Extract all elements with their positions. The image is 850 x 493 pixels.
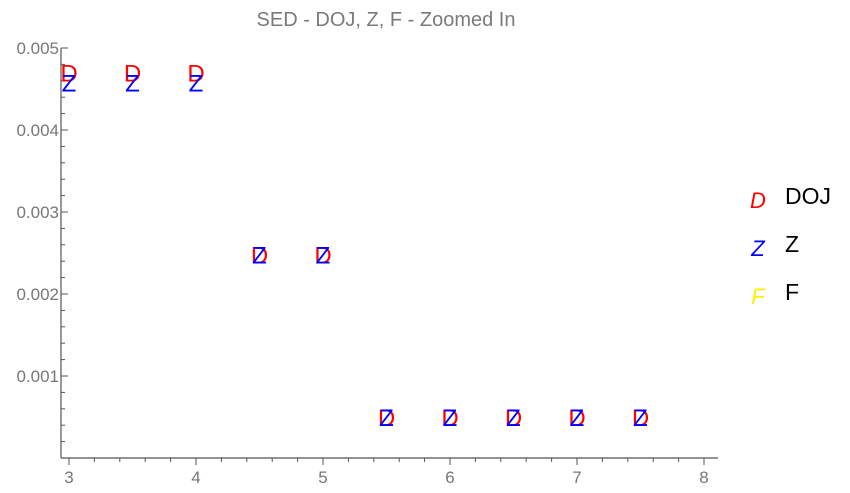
axes: 3 4 5 6 7 8 0.001 0.002 0.003 0.004 0.005 — [16, 39, 718, 487]
data-point-z: Z — [506, 405, 521, 432]
x-tick-label: 4 — [191, 468, 200, 487]
data-point-z: Z — [316, 243, 331, 270]
y-tick-label: 0.002 — [16, 285, 59, 304]
data-point-z: Z — [125, 70, 140, 97]
data-point-z: Z — [379, 405, 394, 432]
x-tick-label: 5 — [318, 468, 327, 487]
data-point-doj: D — [60, 61, 77, 88]
data-point-doj: D — [441, 405, 458, 432]
data-point-doj: D — [314, 243, 331, 270]
data-point-doj: D — [124, 61, 141, 88]
x-tick-label: 6 — [445, 468, 454, 487]
y-tick-label: 0.003 — [16, 203, 59, 222]
data-point-z: Z — [189, 70, 204, 97]
legend-label-doj: DOJ — [785, 183, 831, 209]
legend-label-z: Z — [785, 231, 799, 257]
data-point-z: Z — [443, 405, 458, 432]
legend-label-f: F — [785, 279, 799, 305]
plot-marks: D D DD DD D D D DZ Z ZZ ZZ Z Z Z Z — [60, 61, 649, 432]
data-point-z: Z — [633, 405, 648, 432]
data-point-z: Z — [252, 243, 267, 270]
x-tick-label: 3 — [64, 468, 73, 487]
chart-title: SED - DOJ, Z, F - Zoomed In — [257, 9, 516, 31]
x-tick-label: 8 — [699, 468, 708, 487]
data-point-doj: D — [505, 405, 522, 432]
data-point-doj: D — [632, 405, 649, 432]
legend-marker-z: Z — [750, 236, 766, 261]
data-point-doj: D — [187, 61, 204, 88]
legend-marker-f: F — [751, 284, 766, 309]
y-tick-label: 0.001 — [16, 367, 59, 386]
legend-marker-doj: D — [750, 188, 766, 213]
y-tick-label: 0.005 — [16, 39, 59, 58]
data-point-doj: D — [378, 405, 395, 432]
data-point-z: Z — [62, 70, 77, 97]
data-point-doj: D — [251, 243, 268, 270]
data-point-doj: D — [568, 405, 585, 432]
data-point-z: Z — [570, 405, 585, 432]
x-tick-label: 7 — [572, 468, 581, 487]
y-tick-label: 0.004 — [16, 121, 59, 140]
